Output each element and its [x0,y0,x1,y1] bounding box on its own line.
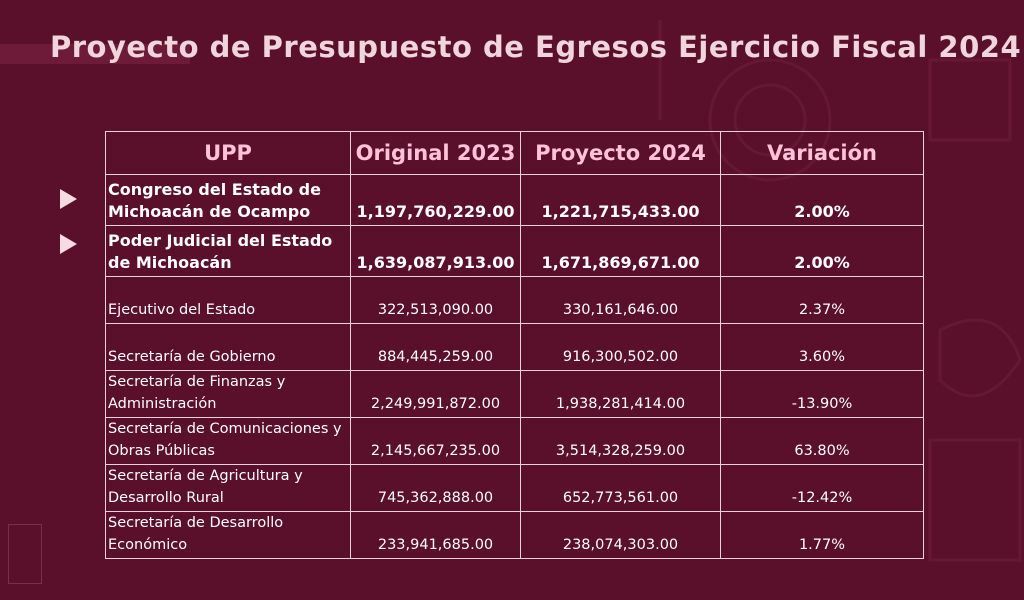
proyecto-cell: 652,773,561.00 [520,464,721,512]
upp-cell: Secretaría de Desarrollo Económico [105,511,351,559]
upp-cell: Secretaría de Comunicaciones y Obras Púb… [105,417,351,465]
table-row: Secretaría de Gobierno 884,445,259.00 91… [105,323,924,371]
table-header-row: UPP Original 2023 Proyecto 2024 Variació… [105,131,924,175]
variacion-cell: 63.80% [720,417,924,465]
variacion-cell: -13.90% [720,370,924,418]
column-header-variacion: Variación [720,131,924,175]
column-header-upp: UPP [105,131,351,175]
original-cell: 884,445,259.00 [350,323,521,371]
variacion-cell: 2.00% [720,174,924,226]
table-row: Ejecutivo del Estado 322,513,090.00 330,… [105,276,924,324]
upp-cell: Secretaría de Finanzas y Administración [105,370,351,418]
upp-cell: Secretaría de Agricultura y Desarrollo R… [105,464,351,512]
page-title: Proyecto de Presupuesto de Egresos Ejerc… [50,30,1022,64]
table-row: Secretaría de Comunicaciones y Obras Púb… [105,417,924,465]
column-header-proyecto-2024: Proyecto 2024 [520,131,721,175]
variacion-cell: 2.37% [720,276,924,324]
variacion-cell: -12.42% [720,464,924,512]
original-cell: 745,362,888.00 [350,464,521,512]
bullet-arrow-icon [60,234,77,254]
bullet-arrow-icon [60,189,77,209]
proyecto-cell: 3,514,328,259.00 [520,417,721,465]
proyecto-cell: 330,161,646.00 [520,276,721,324]
proyecto-cell: 1,671,869,671.00 [520,225,721,277]
original-cell: 2,145,667,235.00 [350,417,521,465]
table-row: Secretaría de Finanzas y Administración … [105,370,924,418]
upp-cell: Poder Judicial del Estado de Michoacán [105,225,351,277]
original-cell: 233,941,685.00 [350,511,521,559]
upp-cell: Congreso del Estado de Michoacán de Ocam… [105,174,351,226]
original-cell: 322,513,090.00 [350,276,521,324]
variacion-cell: 2.00% [720,225,924,277]
budget-table: UPP Original 2023 Proyecto 2024 Variació… [105,131,924,559]
proyecto-cell: 1,221,715,433.00 [520,174,721,226]
column-header-original-2023: Original 2023 [350,131,521,175]
upp-cell: Ejecutivo del Estado [105,276,351,324]
proyecto-cell: 916,300,502.00 [520,323,721,371]
upp-cell: Secretaría de Gobierno [105,323,351,371]
original-cell: 2,249,991,872.00 [350,370,521,418]
table-row: Poder Judicial del Estado de Michoacán 1… [105,225,924,277]
title-highlight [0,44,190,64]
proyecto-cell: 238,074,303.00 [520,511,721,559]
variacion-cell: 3.60% [720,323,924,371]
table-row: Congreso del Estado de Michoacán de Ocam… [105,174,924,226]
table-row: Secretaría de Desarrollo Económico 233,9… [105,511,924,559]
original-cell: 1,639,087,913.00 [350,225,521,277]
state-seal-logo [8,524,42,584]
table-row: Secretaría de Agricultura y Desarrollo R… [105,464,924,512]
original-cell: 1,197,760,229.00 [350,174,521,226]
variacion-cell: 1.77% [720,511,924,559]
proyecto-cell: 1,938,281,414.00 [520,370,721,418]
